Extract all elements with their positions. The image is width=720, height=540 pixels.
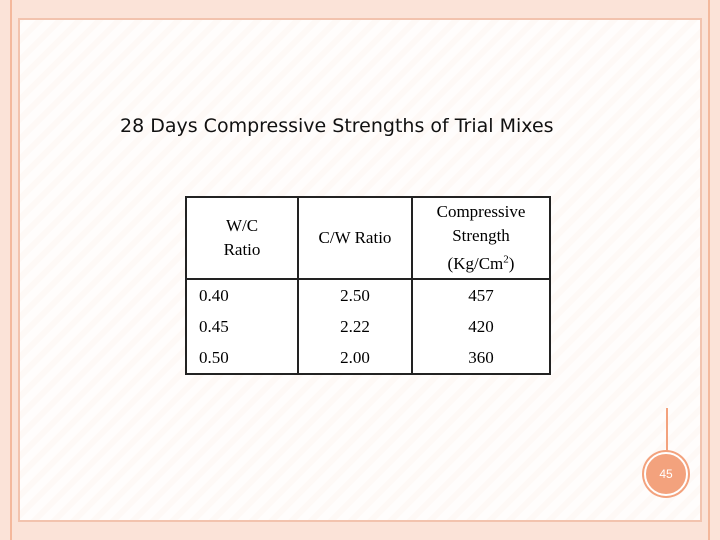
header-wc-ratio: W/C Ratio [185,196,299,280]
page-number-badge: 45 [644,452,688,496]
header-compressive-strength: Compressive Strength (Kg/Cm2) [411,196,551,280]
cell-cw: 2.00 [297,342,413,375]
header-cw-ratio: C/W Ratio [297,196,413,280]
header-cs-line3: (Kg/Cm2) [447,253,515,274]
page-badge-connector [666,408,668,452]
header-cs-exponent: 2 [503,253,509,266]
table-header-row: W/C Ratio C/W Ratio Compressive Strength… [185,196,551,280]
header-cs-close: ) [508,254,515,274]
header-cw-text: C/W Ratio [318,228,392,247]
cell-strength: 360 [411,342,551,375]
cell-strength: 420 [411,311,551,342]
slide-title: 28 Days Compressive Strengths of Trial M… [120,115,554,137]
header-wc-line2: Ratio [223,240,261,259]
cell-wc: 0.50 [185,342,299,375]
table-row: 0.40 2.50 457 [185,279,551,311]
header-cs-line2: Strength [452,225,510,245]
cell-cw: 2.22 [297,311,413,342]
table-row: 0.45 2.22 420 [185,311,551,342]
header-cs-line1: Compressive [436,201,526,221]
header-cs-unit: (Kg/Cm [447,254,504,274]
cell-strength: 457 [411,279,551,311]
header-wc-line1: W/C [225,216,259,235]
frame-line-left [10,0,12,540]
cell-wc: 0.45 [185,311,299,342]
cell-wc: 0.40 [185,279,299,311]
table-row: 0.50 2.00 360 [185,342,551,375]
cell-cw: 2.50 [297,279,413,311]
strength-table: W/C Ratio C/W Ratio Compressive Strength… [185,196,551,375]
frame-line-right [708,0,710,540]
